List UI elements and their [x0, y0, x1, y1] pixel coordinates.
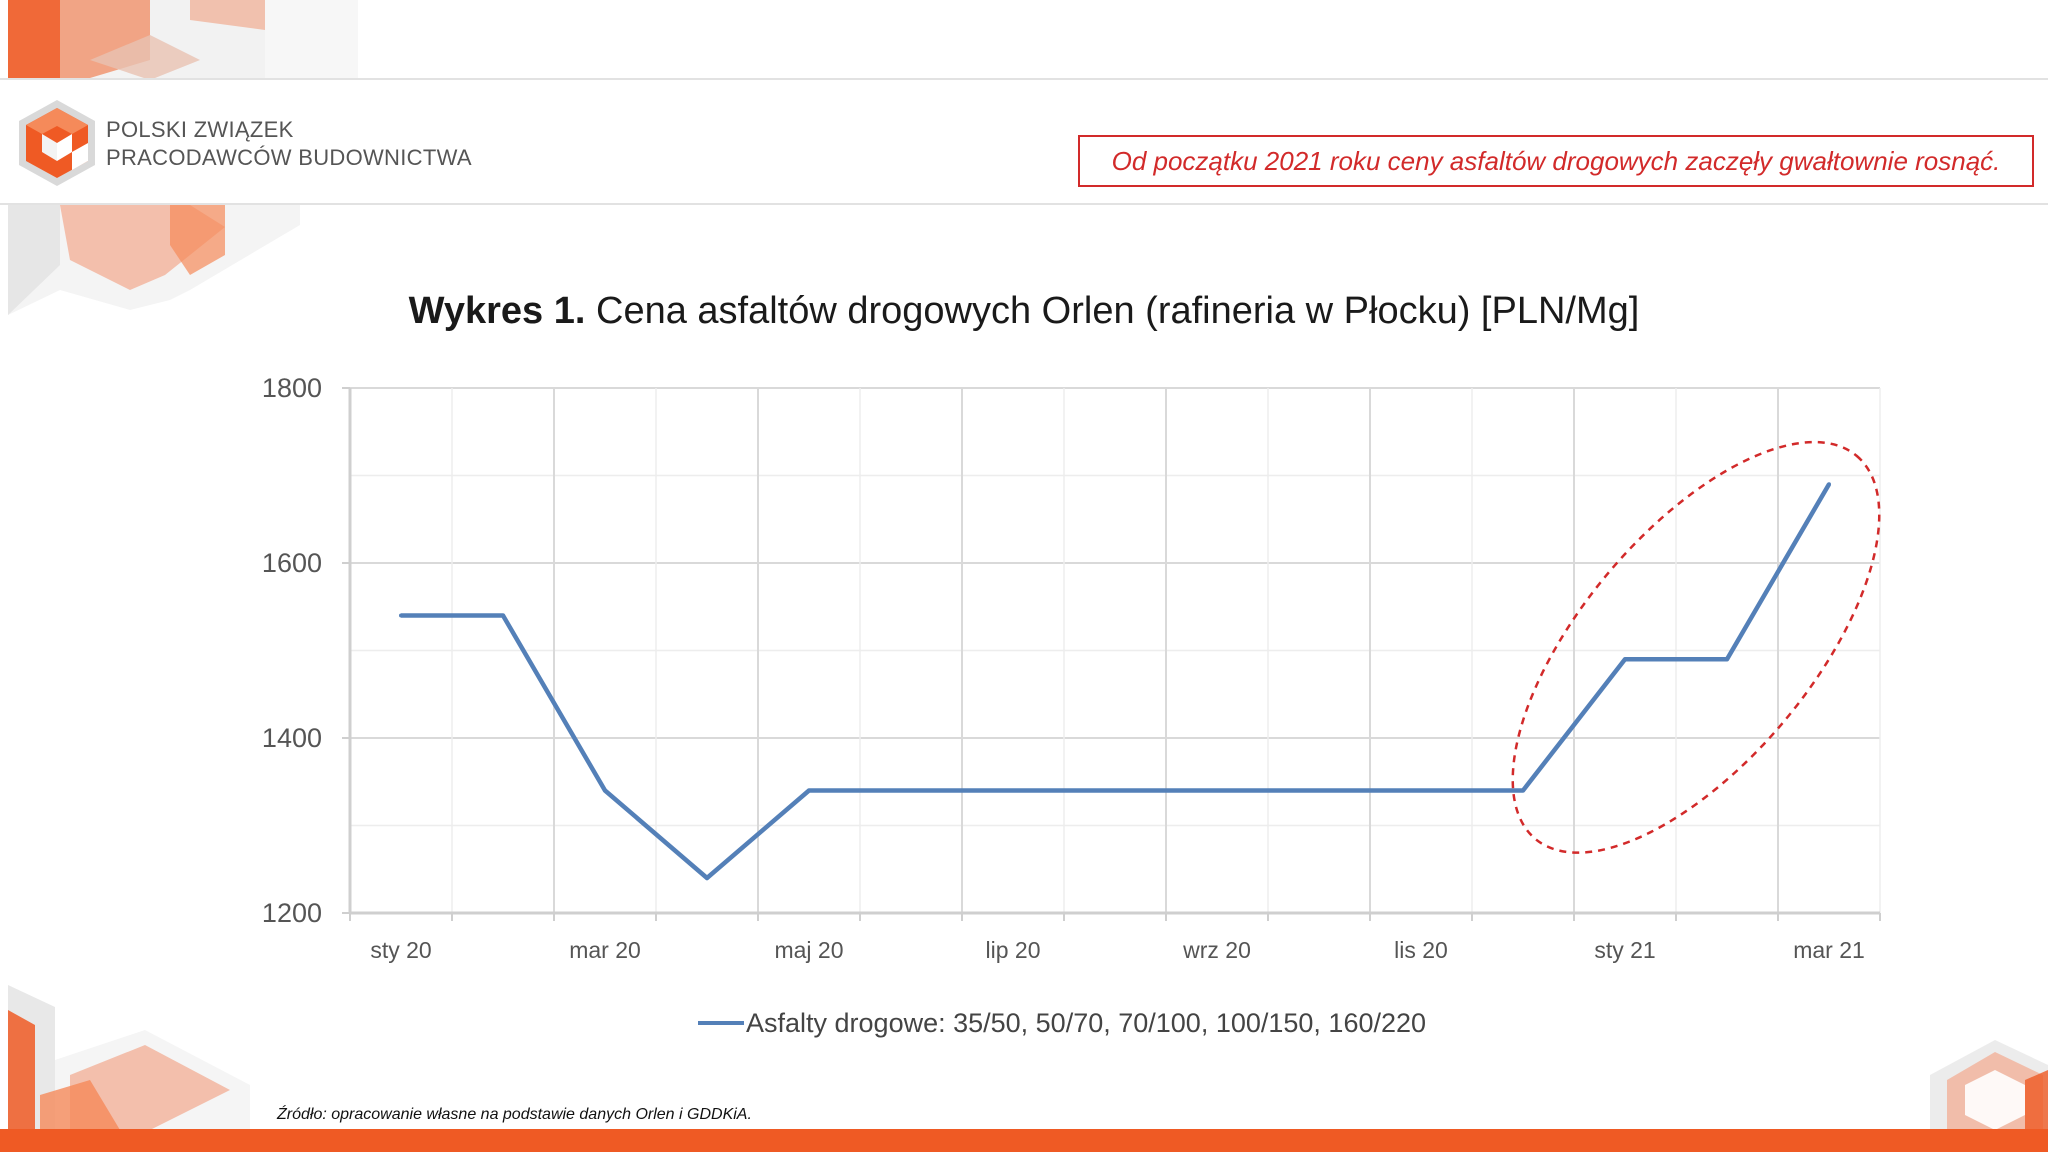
y-tick-label: 1600	[262, 548, 322, 578]
data-point	[705, 876, 709, 880]
org-name-line2: PRACODAWCÓW BUDOWNICTWA	[106, 145, 472, 170]
organization-name: POLSKI ZWIĄZEK PRACODAWCÓW BUDOWNICTWA	[106, 116, 472, 172]
data-point	[1827, 482, 1831, 487]
x-tick-label: sty 21	[1594, 937, 1655, 963]
y-tick-label: 1400	[262, 723, 322, 753]
chart-tick-labels: 1200 1400 1600 1800 sty 20 mar 20 maj 20 lip 20…	[262, 373, 1865, 963]
bottom-right-decoration	[1930, 1040, 2048, 1130]
highlight-ellipse-annotation	[1511, 440, 1881, 854]
x-tick-label: lis 20	[1394, 937, 1448, 963]
price-line-chart: 1200 1400 1600 1800 sty 20 mar 20 maj 20 lip 20…	[262, 373, 1881, 963]
data-point	[1113, 788, 1117, 793]
data-point	[909, 788, 913, 793]
data-point	[1317, 788, 1321, 793]
y-tick-label: 1200	[262, 898, 322, 928]
chart-legend: Asfalty drogowe: 35/50, 50/70, 70/100, 1…	[698, 1006, 1426, 1040]
left-decoration	[8, 205, 300, 315]
top-left-decoration	[8, 0, 358, 80]
data-point	[501, 613, 505, 618]
chart-title: Wykres 1. Cena asfaltów drogowych Orlen …	[0, 290, 2048, 333]
chart-grid	[350, 387, 1881, 913]
org-name-line1: POLSKI ZWIĄZEK	[106, 117, 294, 142]
data-point	[399, 613, 403, 618]
data-point	[1419, 788, 1423, 793]
x-tick-label: mar 21	[1793, 937, 1865, 963]
data-point	[1623, 657, 1627, 662]
x-tick-label: sty 20	[370, 937, 431, 963]
x-tick-label: lip 20	[986, 937, 1041, 963]
data-point	[1521, 788, 1525, 793]
chart-title-text: Cena asfaltów drogowych Orlen (rafineria…	[596, 290, 1640, 332]
x-tick-label: maj 20	[774, 937, 843, 963]
legend-label: Asfalty drogowe: 35/50, 50/70, 70/100, 1…	[746, 1007, 1427, 1038]
data-point	[807, 788, 811, 793]
data-point	[1725, 657, 1729, 662]
series-line-asfalty-drogowe	[401, 483, 1831, 881]
legend-swatch	[698, 1021, 744, 1025]
chart-title-bold: Wykres 1.	[408, 290, 586, 332]
bottom-brand-bar	[0, 1129, 2048, 1152]
header-top-rule	[0, 78, 2048, 80]
pzpb-logo-icon	[19, 100, 95, 186]
chart-series	[399, 440, 1881, 881]
key-finding-callout: Od początku 2021 roku ceny asfaltów drog…	[1078, 135, 2034, 187]
x-tick-label: mar 20	[569, 937, 641, 963]
data-point	[1215, 788, 1219, 793]
x-tick-label: wrz 20	[1182, 937, 1251, 963]
source-note: Źródło: opracowanie własne na podstawie …	[277, 1106, 752, 1123]
data-point	[1011, 788, 1015, 793]
chart-axes	[342, 387, 1881, 921]
y-tick-label: 1800	[262, 373, 322, 403]
header-bottom-rule	[0, 203, 2048, 205]
bottom-left-decoration	[8, 985, 250, 1130]
data-point	[603, 788, 607, 793]
